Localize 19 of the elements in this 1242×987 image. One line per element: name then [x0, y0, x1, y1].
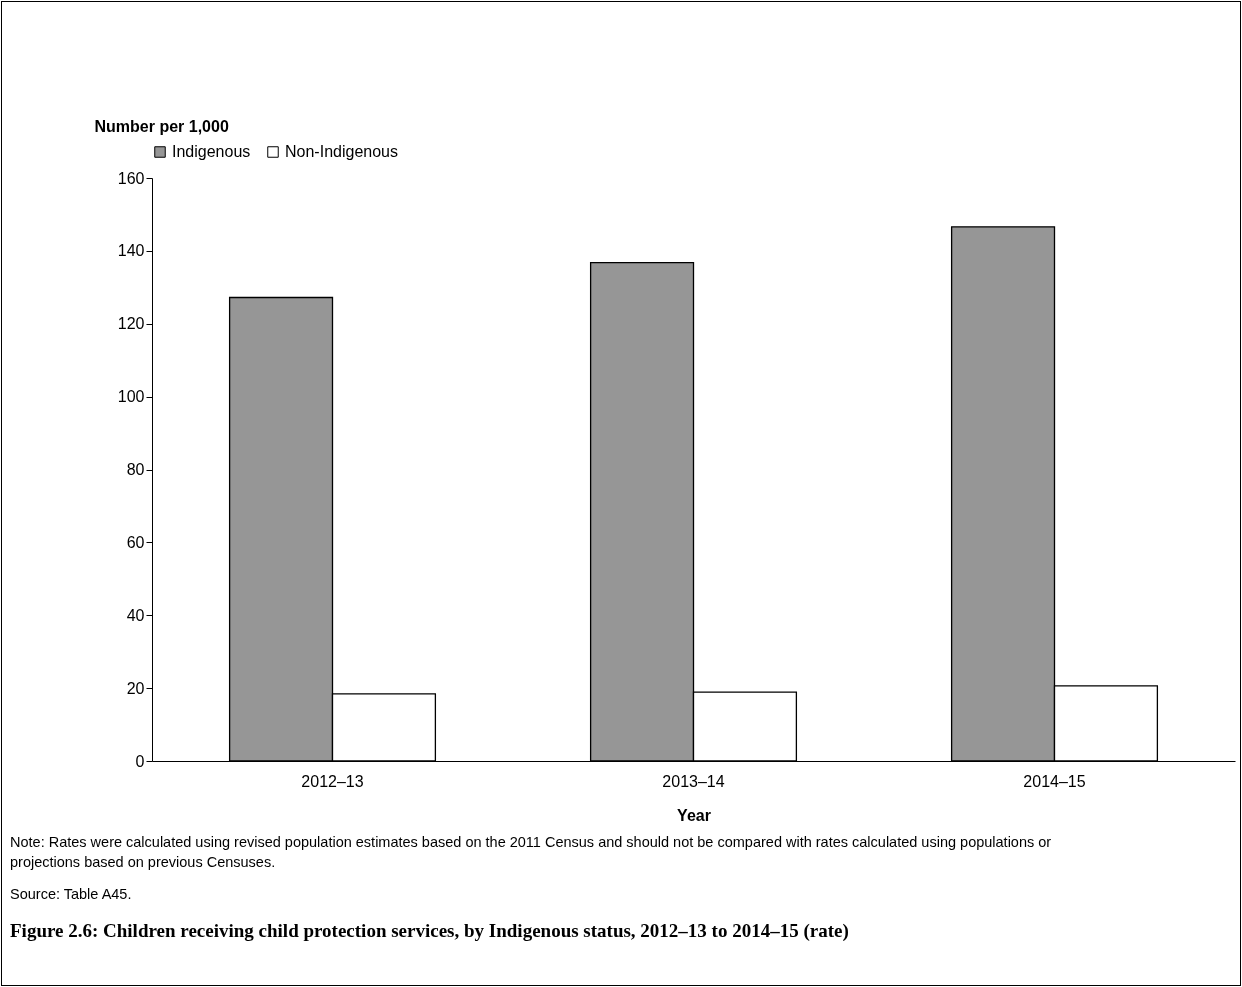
x-tick-label: 2014–15	[1023, 772, 1086, 790]
legend-label: Non-Indigenous	[285, 143, 398, 160]
y-tick-label: 80	[126, 461, 145, 478]
x-tick-label: 2013–14	[662, 772, 725, 790]
y-axis-title: Number per 1,000	[94, 117, 229, 135]
x-tick-label: 2012–13	[301, 772, 364, 790]
x-axis-title: Year	[677, 806, 711, 824]
legend-label: Indigenous	[172, 143, 251, 160]
y-tick-label: 160	[117, 169, 145, 187]
y-tick-label: 120	[117, 315, 145, 333]
y-tick-label: 60	[126, 533, 145, 551]
y-tick-label: 40	[126, 606, 145, 624]
text: Figure 2.6: Children receiving child protection services, by Indigenous status, 2012–13 to 2014–15 (rate)	[10, 919, 850, 943]
source-note: Source: Table A45.	[10, 885, 133, 904]
y-tick-label: 140	[117, 242, 145, 260]
text: Note: Rates were calculated using revised population estimates based on the 2011 Census and should not be compared with rates calculated using populations or projections based on previous Censuses.	[10, 833, 1053, 872]
y-tick-label: 0	[135, 752, 145, 770]
y-tick-label: 20	[126, 679, 145, 697]
y-tick-label: 100	[117, 388, 145, 406]
